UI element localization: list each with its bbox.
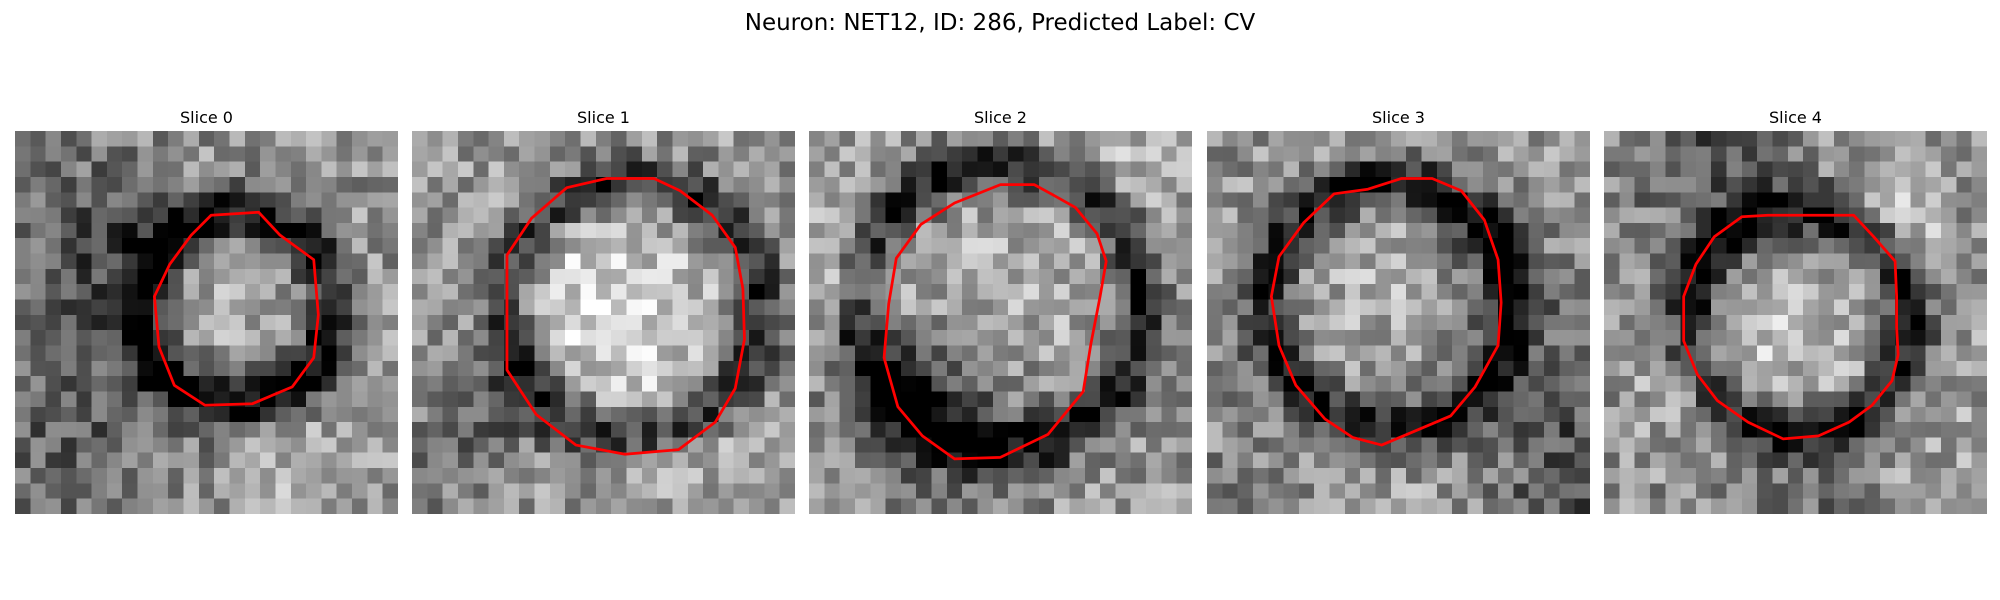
roi-contour — [505, 177, 746, 456]
slice-title: Slice 3 — [1372, 108, 1425, 127]
slice-panel-1: Slice 1 — [412, 108, 795, 514]
slice-title: Slice 4 — [1769, 108, 1822, 127]
slice-panel-0: Slice 0 — [15, 108, 398, 514]
slice-image — [412, 131, 795, 514]
slice-image — [1207, 131, 1590, 514]
roi-contour — [153, 210, 320, 407]
slice-title: Slice 1 — [577, 108, 630, 127]
slice-title: Slice 2 — [974, 108, 1027, 127]
roi-contour — [882, 183, 1108, 461]
slice-image — [1604, 131, 1987, 514]
slice-title: Slice 0 — [180, 108, 233, 127]
grayscale-patch — [15, 131, 398, 514]
slice-panel-4: Slice 4 — [1604, 108, 1987, 514]
grayscale-patch — [809, 131, 1192, 514]
grayscale-patch — [1207, 131, 1590, 514]
grayscale-patch — [1604, 131, 1987, 514]
roi-contour — [1269, 177, 1503, 447]
slice-image — [809, 131, 1192, 514]
roi-contour — [1682, 213, 1900, 441]
slice-panel-2: Slice 2 — [809, 108, 1192, 514]
figure-title: Neuron: NET12, ID: 286, Predicted Label:… — [744, 10, 1256, 36]
slice-panel-3: Slice 3 — [1207, 108, 1590, 514]
slice-image — [15, 131, 398, 514]
